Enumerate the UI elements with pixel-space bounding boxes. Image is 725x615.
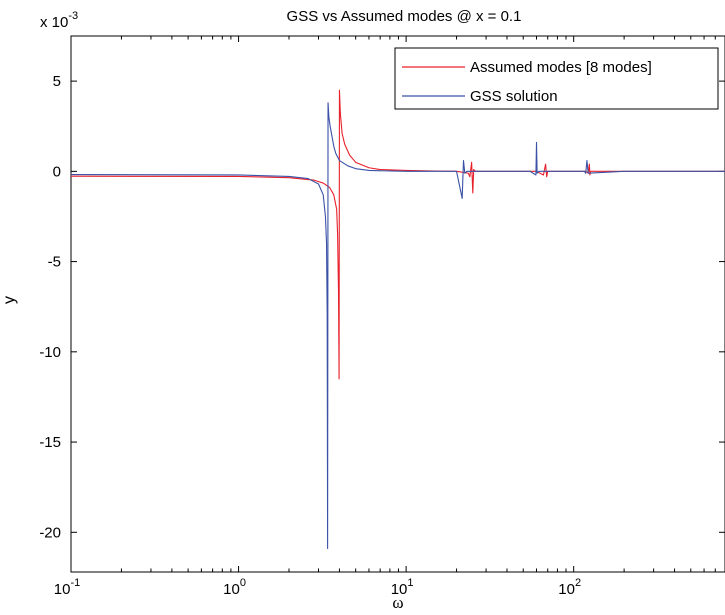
x-tick-label: 101 xyxy=(391,577,414,598)
x-tick-label-exponent: 1 xyxy=(407,577,413,589)
y-tick-label: -15 xyxy=(39,434,61,451)
x-tick-label-exponent: 0 xyxy=(240,577,246,589)
x-tick-label-exponent: 2 xyxy=(575,577,581,589)
legend-label-gss-solution: GSS solution xyxy=(470,88,558,105)
y-axis-label: y xyxy=(1,296,18,304)
legend-label-assumed-modes: Assumed modes [8 modes] xyxy=(470,59,652,76)
legend-box xyxy=(394,47,719,110)
y-tick-label: -5 xyxy=(48,254,61,271)
y-tick-label: 5 xyxy=(53,73,61,90)
y-multiplier-label: x 10-3 xyxy=(40,10,78,31)
y-tick-labels: 5 0 -5 -10 -15 -20 xyxy=(39,73,61,541)
x-tick-label-base: 10 xyxy=(54,581,71,598)
y-multiplier-base: x 10 xyxy=(40,14,68,31)
x-tick-labels: 10-1 100 101 102 xyxy=(54,577,581,598)
series-line-gss-solution xyxy=(70,102,725,550)
chart-title: GSS vs Assumed modes @ x = 0.1 xyxy=(287,8,522,25)
y-tick-label: 0 xyxy=(53,163,61,180)
plot-area xyxy=(70,35,725,573)
y-tick-label: -20 xyxy=(39,524,61,541)
tick-layer xyxy=(70,36,725,572)
x-axis-label: ω xyxy=(392,593,403,612)
x-tick-label-base: 10 xyxy=(391,581,408,598)
y-tick-label: -10 xyxy=(39,344,61,361)
y-multiplier-exponent: -3 xyxy=(68,10,78,22)
x-tick-label-base: 10 xyxy=(223,581,240,598)
series-layer xyxy=(70,89,725,550)
x-tick-label-base: 10 xyxy=(558,581,575,598)
x-tick-label-exponent: -1 xyxy=(70,577,80,589)
legend: Assumed modes [8 modes] GSS solution xyxy=(394,47,719,110)
x-tick-label: 10-1 xyxy=(54,577,80,598)
x-tick-label: 100 xyxy=(223,577,246,598)
x-tick-label: 102 xyxy=(558,577,581,598)
